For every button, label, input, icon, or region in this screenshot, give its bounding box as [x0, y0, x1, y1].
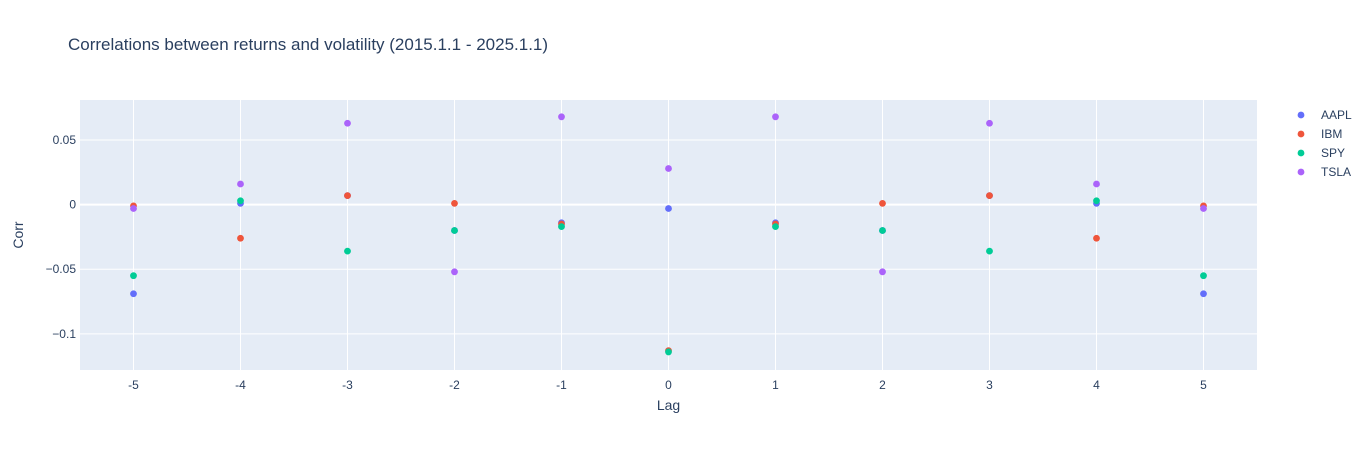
data-point — [1093, 234, 1100, 242]
data-point — [1200, 290, 1207, 298]
data-point — [1093, 180, 1100, 188]
series-tsla — [130, 113, 1207, 276]
data-point — [130, 290, 137, 298]
data-point — [451, 227, 458, 234]
legend-marker — [1297, 111, 1305, 119]
data-point — [344, 247, 351, 255]
legend-marker — [1297, 149, 1305, 157]
data-point — [1200, 205, 1207, 212]
x-tick-label: -1 — [556, 378, 567, 392]
legend-marker — [1297, 130, 1305, 138]
data-point — [665, 205, 672, 212]
data-point — [986, 247, 993, 255]
series-spy — [130, 197, 1207, 356]
x-tick-label: -2 — [449, 378, 460, 392]
data-point — [1093, 197, 1100, 205]
data-point — [237, 197, 244, 205]
data-point — [772, 223, 779, 231]
data-point — [451, 268, 458, 276]
x-tick-label: 5 — [1200, 378, 1207, 392]
x-tick-label: 4 — [1093, 378, 1100, 392]
data-points — [130, 113, 1207, 356]
data-point — [665, 348, 672, 356]
chart-title: Correlations between returns and volatil… — [68, 35, 548, 54]
data-point — [237, 234, 244, 242]
data-point — [344, 119, 351, 127]
x-tick-label: 1 — [772, 378, 779, 392]
data-point — [344, 192, 351, 199]
legend-label: AAPL — [1321, 108, 1352, 122]
data-point — [558, 113, 565, 121]
data-point — [665, 165, 672, 172]
data-point — [130, 205, 137, 212]
x-tick-label: 2 — [879, 378, 886, 392]
legend-label: TSLA — [1321, 165, 1351, 179]
data-point — [879, 227, 886, 234]
x-tick-label: -4 — [235, 378, 246, 392]
x-tick-label: -5 — [128, 378, 139, 392]
y-tick-label: 0.05 — [53, 133, 77, 147]
x-axis-ticks: -5 -4 -3 -2 -1 0 1 2 3 4 5 — [128, 378, 1207, 392]
data-point — [1200, 272, 1207, 280]
legend-marker — [1297, 168, 1305, 176]
y-axis-title: Corr — [10, 221, 26, 249]
data-point — [451, 199, 458, 207]
y-tick-label: 0 — [69, 198, 76, 212]
legend-item-aapl[interactable]: AAPL — [1297, 108, 1352, 122]
data-point — [558, 223, 565, 231]
data-point — [130, 272, 137, 280]
data-point — [986, 192, 993, 199]
data-point — [237, 180, 244, 188]
data-point — [879, 199, 886, 207]
legend-label: IBM — [1321, 127, 1342, 141]
legend-item-ibm[interactable]: IBM — [1297, 127, 1343, 141]
y-axis-ticks: −0.1 −0.05 0 0.05 — [46, 133, 77, 341]
x-tick-label: 3 — [986, 378, 993, 392]
x-tick-label: -3 — [342, 378, 353, 392]
x-axis-title: Lag — [657, 397, 680, 413]
x-tick-label: 0 — [665, 378, 672, 392]
legend-item-tsla[interactable]: TSLA — [1297, 165, 1351, 179]
legend-item-spy[interactable]: SPY — [1297, 146, 1345, 160]
y-tick-label: −0.05 — [46, 262, 77, 276]
data-point — [772, 113, 779, 121]
data-point — [986, 119, 993, 127]
data-point — [879, 268, 886, 276]
legend[interactable]: AAPL IBM SPY TSLA — [1297, 108, 1352, 179]
legend-label: SPY — [1321, 146, 1345, 160]
y-tick-label: −0.1 — [52, 327, 76, 341]
